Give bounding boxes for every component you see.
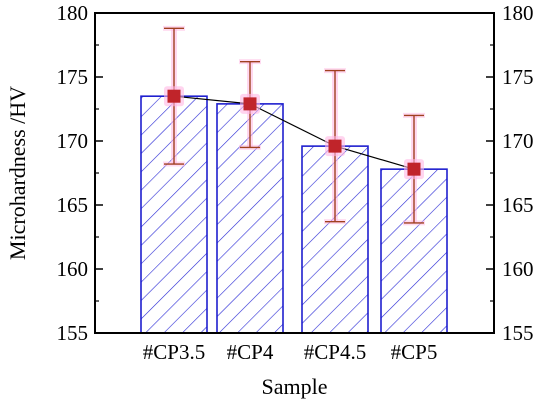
marker-1 <box>164 86 184 107</box>
left-y-axis: 155 160 165 170 175 180 <box>57 1 103 345</box>
x-tick-label-1: #CP3.5 <box>143 340 205 364</box>
marker-3 <box>325 136 345 157</box>
y-axis-title: Microhardness /HV <box>5 86 30 260</box>
right-y-axis: 155 160 165 170 175 180 <box>486 1 534 345</box>
markers-layer <box>164 86 424 180</box>
x-axis: #CP3.5 #CP4 #CP4.5 #CP5 <box>143 340 438 364</box>
left-tick-label-165: 165 <box>57 193 89 217</box>
x-tick-label-2: #CP4 <box>227 340 274 364</box>
right-tick-label-180: 180 <box>502 1 534 25</box>
left-tick-label-175: 175 <box>57 65 89 89</box>
marker-2 <box>240 93 260 114</box>
right-tick-label-175: 175 <box>502 65 534 89</box>
right-tick-label-155: 155 <box>502 321 534 345</box>
bars-layer <box>140 95 448 334</box>
right-tick-label-170: 170 <box>502 129 534 153</box>
marker-4 <box>404 159 424 180</box>
left-tick-label-170: 170 <box>57 129 89 153</box>
x-tick-label-4: #CP5 <box>391 340 438 364</box>
right-tick-label-165: 165 <box>502 193 534 217</box>
bar-4 <box>380 168 448 334</box>
left-tick-label-180: 180 <box>57 1 89 25</box>
x-tick-label-3: #CP4.5 <box>304 340 366 364</box>
right-tick-label-160: 160 <box>502 257 534 281</box>
left-tick-label-155: 155 <box>57 321 89 345</box>
connector-line-layer <box>173 95 415 170</box>
x-axis-title: Sample <box>262 374 328 399</box>
series-line <box>173 95 415 170</box>
left-tick-label-160: 160 <box>57 257 89 281</box>
